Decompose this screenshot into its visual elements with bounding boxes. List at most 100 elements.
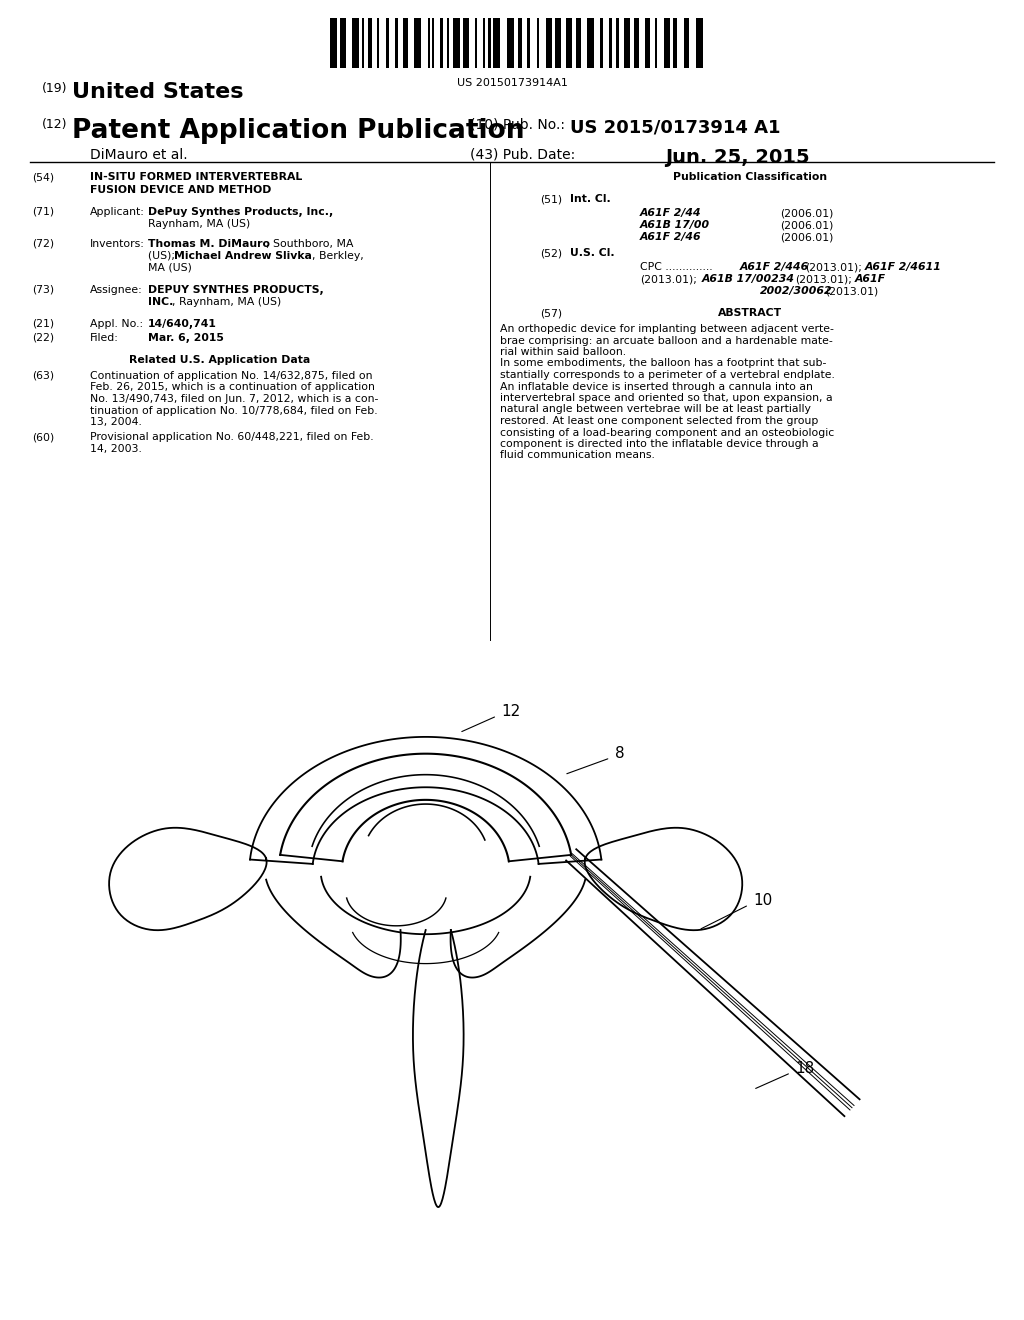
Text: A61F 2/44: A61F 2/44: [640, 209, 701, 218]
Text: DePuy Synthes Products, Inc.,: DePuy Synthes Products, Inc.,: [148, 207, 333, 216]
Text: In some embodiments, the balloon has a footprint that sub-: In some embodiments, the balloon has a f…: [500, 359, 826, 368]
Text: Inventors:: Inventors:: [90, 239, 144, 249]
Text: An inflatable device is inserted through a cannula into an: An inflatable device is inserted through…: [500, 381, 813, 392]
Text: consisting of a load-bearing component and an osteobiologic: consisting of a load-bearing component a…: [500, 428, 835, 437]
Text: Jun. 25, 2015: Jun. 25, 2015: [665, 148, 810, 168]
Text: A61B 17/00234: A61B 17/00234: [702, 275, 795, 284]
Text: Thomas M. DiMauro: Thomas M. DiMauro: [148, 239, 270, 249]
Bar: [493, 18, 500, 69]
Bar: [655, 18, 657, 69]
Text: Related U.S. Application Data: Related U.S. Application Data: [129, 355, 310, 366]
Text: ABSTRACT: ABSTRACT: [718, 308, 782, 318]
Text: Assignee:: Assignee:: [90, 285, 142, 294]
Bar: [428, 18, 430, 69]
Text: Appl. No.:: Appl. No.:: [90, 319, 143, 329]
Bar: [377, 18, 379, 69]
Text: A61F: A61F: [855, 275, 886, 284]
Bar: [340, 18, 346, 69]
Text: , Berkley,: , Berkley,: [312, 251, 364, 261]
Bar: [587, 18, 594, 69]
Text: Feb. 26, 2015, which is a continuation of application: Feb. 26, 2015, which is a continuation o…: [90, 383, 375, 392]
Text: fluid communication means.: fluid communication means.: [500, 450, 655, 461]
Text: (21): (21): [32, 319, 54, 329]
Text: (51): (51): [540, 194, 562, 205]
Text: (2006.01): (2006.01): [780, 209, 834, 218]
Bar: [475, 18, 477, 69]
Text: component is directed into the inflatable device through a: component is directed into the inflatabl…: [500, 440, 818, 449]
Text: , Raynham, MA (US): , Raynham, MA (US): [172, 297, 282, 308]
Text: (57): (57): [540, 308, 562, 318]
Text: 10: 10: [754, 894, 772, 908]
Text: 14, 2003.: 14, 2003.: [90, 444, 142, 454]
Bar: [600, 18, 603, 69]
Text: 18: 18: [796, 1061, 814, 1076]
Text: Provisional application No. 60/448,221, filed on Feb.: Provisional application No. 60/448,221, …: [90, 433, 374, 442]
Text: (2013.01);: (2013.01);: [640, 275, 697, 284]
Text: INC.: INC.: [148, 297, 173, 308]
Bar: [673, 18, 677, 69]
Text: stantially corresponds to a perimeter of a vertebral endplate.: stantially corresponds to a perimeter of…: [500, 370, 835, 380]
Text: Mar. 6, 2015: Mar. 6, 2015: [148, 333, 224, 343]
Bar: [546, 18, 552, 69]
Bar: [453, 18, 460, 69]
Text: Continuation of application No. 14/632,875, filed on: Continuation of application No. 14/632,8…: [90, 371, 373, 381]
Text: (73): (73): [32, 285, 54, 294]
Text: (63): (63): [32, 371, 54, 381]
Bar: [665, 18, 670, 69]
Bar: [414, 18, 421, 69]
Text: An orthopedic device for implanting between adjacent verte-: An orthopedic device for implanting betw…: [500, 323, 834, 334]
Text: (52): (52): [540, 248, 562, 257]
Text: Patent Application Publication: Patent Application Publication: [72, 117, 524, 144]
Bar: [403, 18, 409, 69]
Text: United States: United States: [72, 82, 244, 102]
Text: (US);: (US);: [148, 251, 178, 261]
Text: U.S. Cl.: U.S. Cl.: [570, 248, 614, 257]
Bar: [615, 18, 620, 69]
Text: restored. At least one component selected from the group: restored. At least one component selecte…: [500, 416, 818, 426]
Bar: [644, 18, 650, 69]
Text: A61F 2/446: A61F 2/446: [740, 261, 809, 272]
Bar: [507, 18, 514, 69]
Text: 8: 8: [614, 746, 625, 762]
Text: Michael Andrew Slivka: Michael Andrew Slivka: [174, 251, 312, 261]
Bar: [386, 18, 388, 69]
Text: natural angle between vertebrae will be at least partially: natural angle between vertebrae will be …: [500, 404, 811, 414]
Text: (43) Pub. Date:: (43) Pub. Date:: [470, 148, 575, 162]
Text: , Southboro, MA: , Southboro, MA: [266, 239, 353, 249]
Text: Raynham, MA (US): Raynham, MA (US): [148, 219, 250, 228]
Text: MA (US): MA (US): [148, 263, 191, 273]
Text: intervertebral space and oriented so that, upon expansion, a: intervertebral space and oriented so tha…: [500, 393, 833, 403]
Text: (10) Pub. No.:: (10) Pub. No.:: [470, 117, 565, 132]
Text: A61F 2/4611: A61F 2/4611: [865, 261, 942, 272]
Bar: [368, 18, 373, 69]
Text: (19): (19): [42, 82, 68, 95]
Text: (2006.01): (2006.01): [780, 220, 834, 230]
Text: No. 13/490,743, filed on Jun. 7, 2012, which is a con-: No. 13/490,743, filed on Jun. 7, 2012, w…: [90, 393, 379, 404]
Text: 13, 2004.: 13, 2004.: [90, 417, 142, 426]
Text: (60): (60): [32, 433, 54, 442]
Text: (2013.01);: (2013.01);: [805, 261, 862, 272]
Bar: [609, 18, 612, 69]
Bar: [362, 18, 365, 69]
Text: brae comprising: an arcuate balloon and a hardenable mate-: brae comprising: an arcuate balloon and …: [500, 335, 833, 346]
Text: Applicant:: Applicant:: [90, 207, 144, 216]
Text: US 2015/0173914 A1: US 2015/0173914 A1: [570, 117, 780, 136]
Bar: [634, 18, 639, 69]
Bar: [352, 18, 358, 69]
Bar: [330, 18, 337, 69]
Text: (72): (72): [32, 239, 54, 249]
Text: (12): (12): [42, 117, 68, 131]
Text: A61F 2/46: A61F 2/46: [640, 232, 701, 242]
Text: 14/640,741: 14/640,741: [148, 319, 217, 329]
Bar: [488, 18, 490, 69]
Bar: [440, 18, 442, 69]
Text: (2013.01): (2013.01): [825, 286, 879, 296]
Text: (22): (22): [32, 333, 54, 343]
Bar: [447, 18, 450, 69]
Bar: [566, 18, 572, 69]
Text: FUSION DEVICE AND METHOD: FUSION DEVICE AND METHOD: [90, 185, 271, 195]
Text: 2002/30062: 2002/30062: [760, 286, 833, 296]
Text: CPC ..............: CPC ..............: [640, 261, 713, 272]
Text: DiMauro et al.: DiMauro et al.: [90, 148, 187, 162]
Text: (54): (54): [32, 172, 54, 182]
